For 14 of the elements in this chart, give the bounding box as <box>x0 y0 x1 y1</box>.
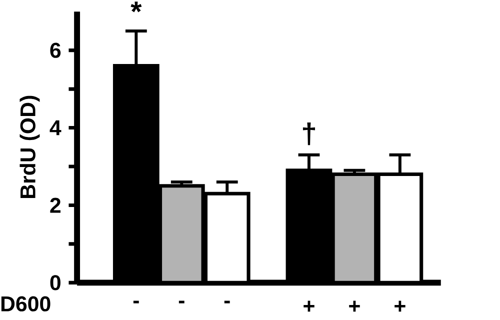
annotation: † <box>302 122 316 145</box>
x-tick-label: - <box>224 300 230 304</box>
x-tick-label: + <box>349 300 360 312</box>
y-axis-title: BrdU (OD) <box>20 96 40 198</box>
x-tick-label: - <box>133 300 139 304</box>
x-tick-label: + <box>394 300 406 312</box>
y-tick-label: 0 <box>50 274 60 290</box>
annotation: * <box>130 1 142 12</box>
y-tick-label: 2 <box>50 198 60 212</box>
x-axis-title: D600 <box>1 296 50 312</box>
x-tick-label: - <box>178 300 184 304</box>
x-tick-label: + <box>304 300 314 312</box>
y-tick-label: 6 <box>50 42 61 58</box>
y-tick-label: 4 <box>50 120 62 135</box>
